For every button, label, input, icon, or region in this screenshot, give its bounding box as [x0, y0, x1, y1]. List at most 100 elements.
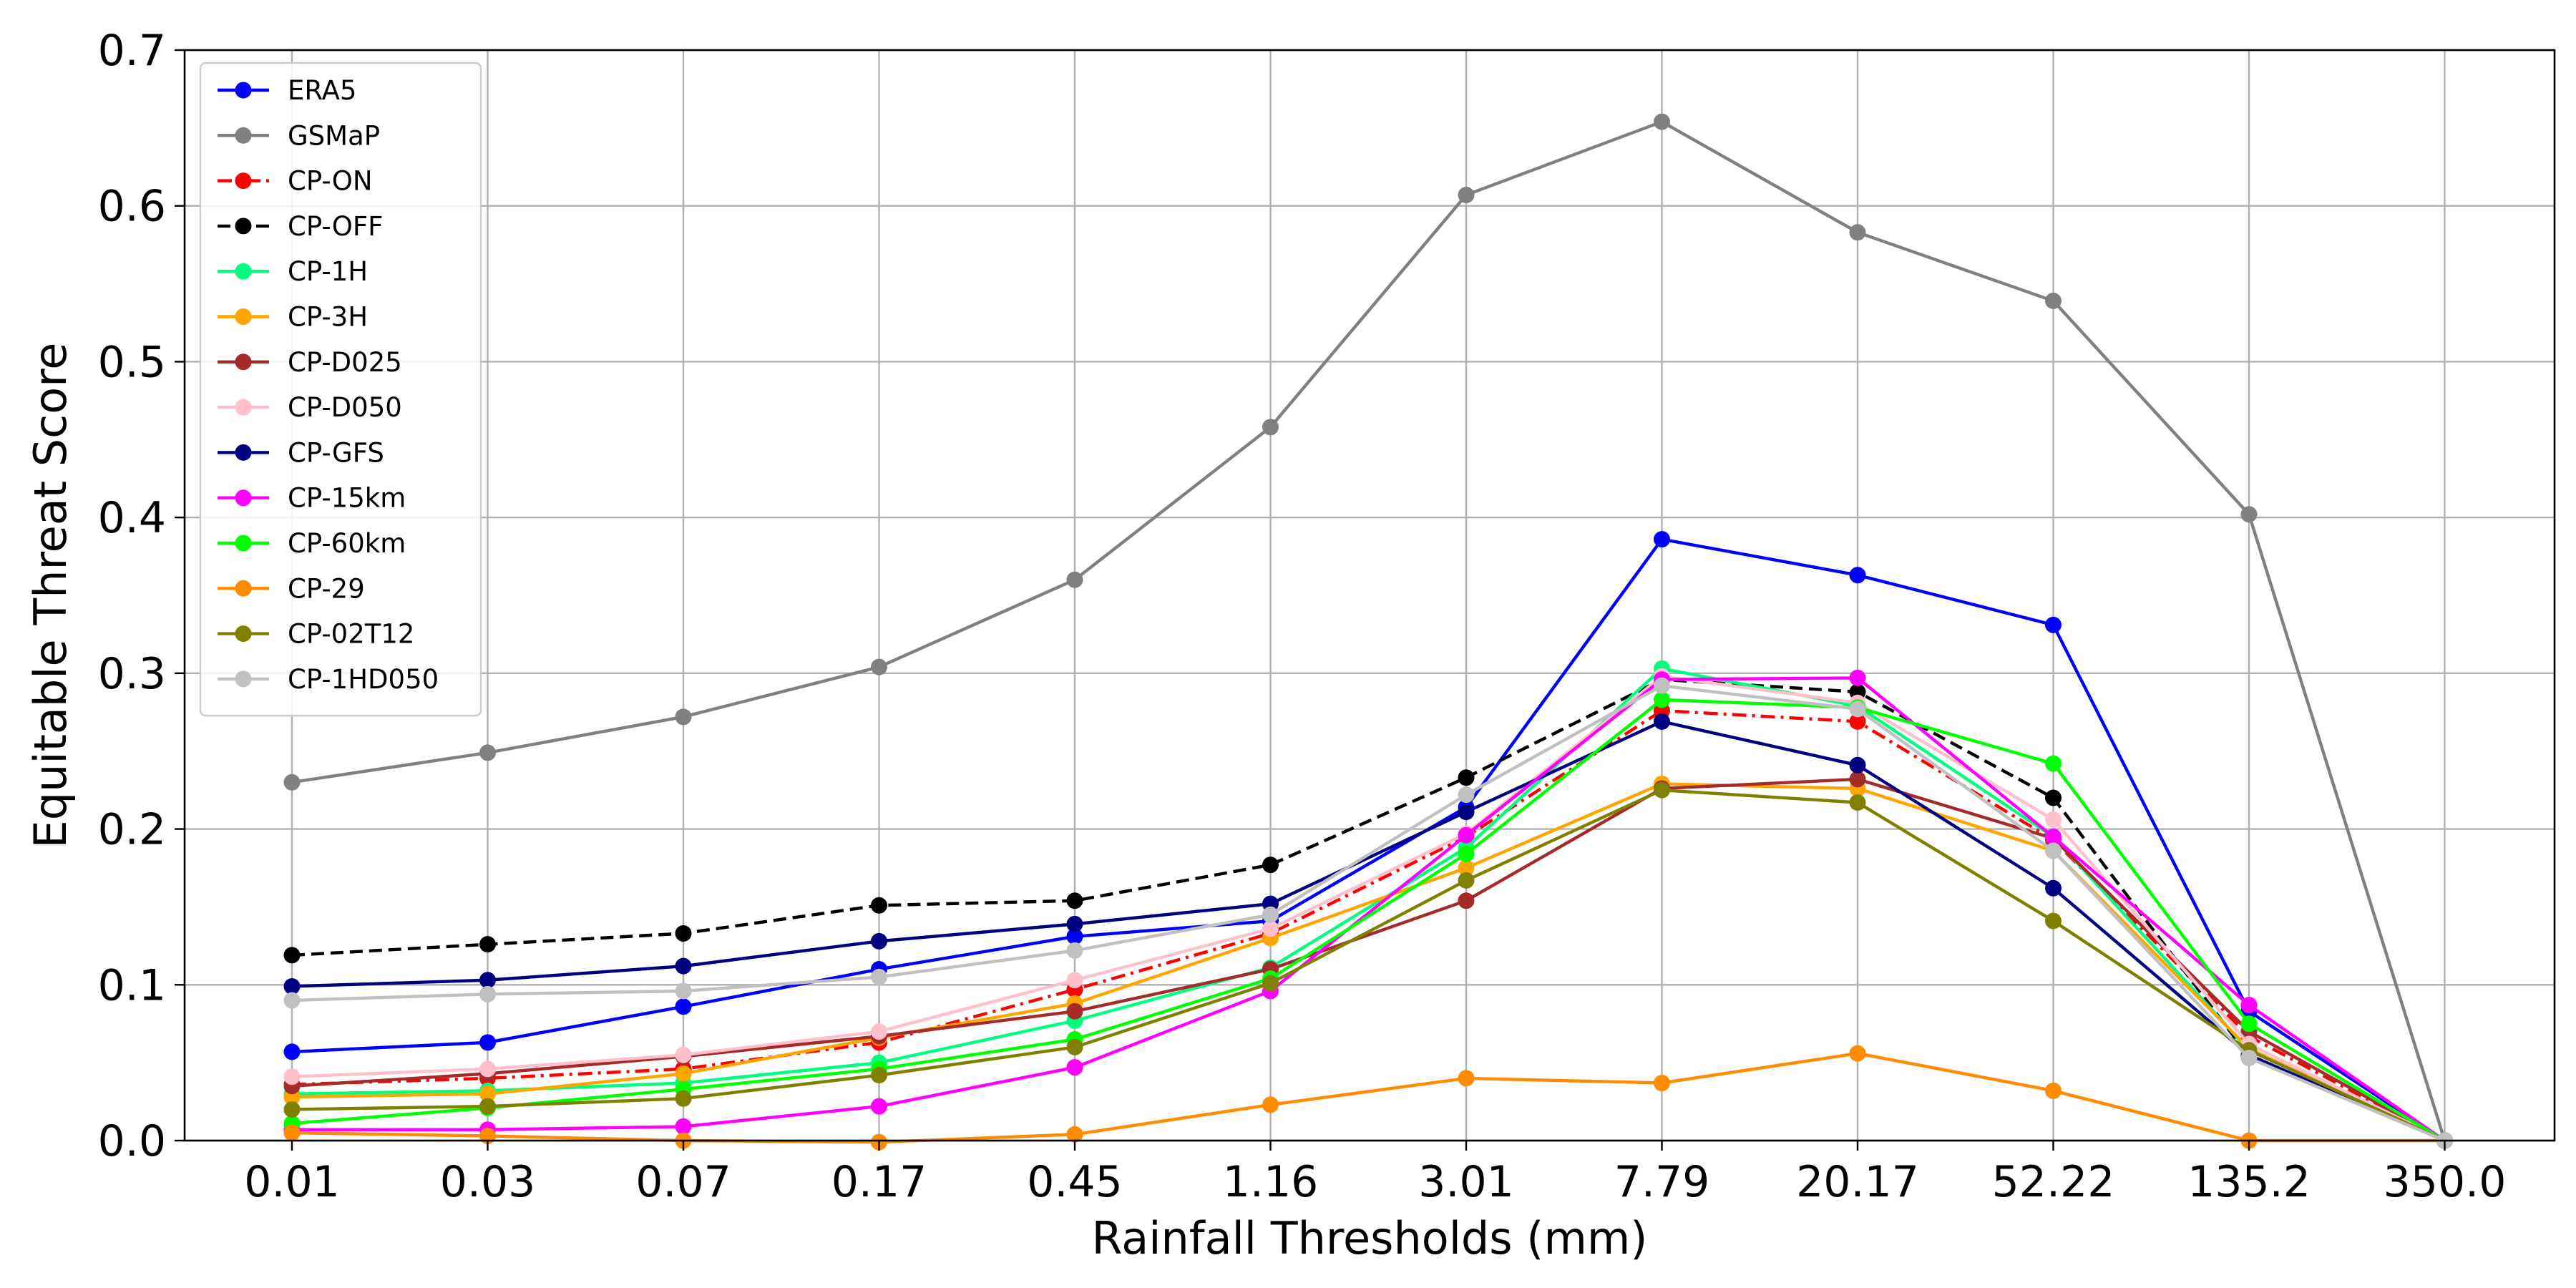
- data-point: [1262, 920, 1279, 937]
- data-point: [1849, 567, 1866, 584]
- data-point: [283, 1124, 301, 1141]
- x-tick-label: 0.45: [1027, 1157, 1123, 1207]
- data-point: [2045, 828, 2062, 845]
- legend-entry: CP-OFF: [218, 211, 383, 242]
- data-point: [1654, 691, 1670, 708]
- data-point: [1262, 419, 1279, 436]
- legend-entry: CP-D025: [218, 347, 402, 378]
- x-tick-label: 3.01: [1418, 1157, 1514, 1207]
- x-tick-label: 0.17: [831, 1157, 927, 1207]
- data-point: [675, 1065, 692, 1082]
- y-tick-label: 0.2: [98, 805, 166, 855]
- x-tick-label: 0.01: [244, 1157, 340, 1207]
- data-point: [1654, 781, 1670, 799]
- data-point: [675, 1090, 692, 1107]
- data-point: [1458, 872, 1475, 889]
- legend-entry: GSMaP: [218, 120, 380, 151]
- data-point: [675, 708, 692, 726]
- data-point: [2045, 811, 2062, 829]
- y-tick-label: 0.4: [98, 493, 166, 543]
- series-line: [292, 676, 2446, 1142]
- y-tick-label: 0.3: [98, 649, 166, 699]
- legend-entry: CP-1HD050: [218, 664, 439, 695]
- legend-marker: [235, 263, 252, 280]
- data-point: [1066, 1059, 1083, 1076]
- data-point: [675, 924, 692, 942]
- x-axis-label: Rainfall Thresholds (mm): [1092, 1212, 1648, 1264]
- series-cp-02t12: [283, 781, 2453, 1149]
- data-point: [1066, 892, 1083, 909]
- data-point: [1458, 845, 1475, 862]
- y-tick-label: 0.0: [98, 1116, 166, 1166]
- legend-frame: [199, 62, 482, 717]
- data-point: [871, 932, 887, 950]
- x-tick-label: 135.2: [2187, 1157, 2311, 1207]
- x-tick-label: 20.17: [1796, 1157, 1919, 1207]
- data-point: [871, 658, 887, 675]
- data-point: [1458, 804, 1475, 821]
- legend-label: CP-60km: [288, 528, 406, 559]
- x-tick-label: 350.0: [2384, 1157, 2507, 1207]
- legend-marker: [235, 580, 252, 597]
- data-point: [2240, 997, 2258, 1014]
- y-tick-label: 0.6: [98, 182, 166, 232]
- data-point: [2045, 789, 2062, 806]
- x-tick-label: 0.07: [635, 1157, 731, 1207]
- data-point: [1849, 1045, 1866, 1062]
- data-point: [2240, 1050, 2258, 1067]
- legend-label: CP-D025: [288, 347, 402, 378]
- legend-marker: [235, 127, 252, 144]
- legend-label: CP-D050: [288, 392, 402, 423]
- series-line: [291, 678, 2446, 1143]
- data-point: [1654, 113, 1670, 130]
- data-point: [1262, 975, 1279, 992]
- legend-label: CP-1HD050: [288, 664, 439, 695]
- series-layer: [283, 113, 2453, 1151]
- y-tick-label: 0.5: [98, 337, 166, 387]
- data-point: [479, 1085, 496, 1103]
- legend-label: CP-ON: [288, 166, 373, 197]
- series-line: [291, 537, 2446, 1142]
- legend-marker: [235, 82, 252, 99]
- data-point: [283, 947, 301, 964]
- data-point: [2045, 1082, 2062, 1099]
- data-point: [2240, 1015, 2258, 1033]
- data-point: [2045, 879, 2062, 897]
- y-axis-ticks: 0.0 0.1 0.2 0.3 0.4 0.5 0.6 0.7: [98, 26, 185, 1166]
- series-line: [291, 684, 2446, 1143]
- series-cp-1hd050: [283, 677, 2453, 1149]
- data-point: [871, 968, 887, 985]
- legend-entry: CP-60km: [218, 528, 406, 559]
- data-point: [1066, 571, 1083, 588]
- data-point: [1849, 794, 1866, 811]
- legend-label: CP-OFF: [288, 211, 383, 242]
- legend-entry: CP-3H: [218, 302, 368, 333]
- legend-label: CP-GFS: [288, 437, 384, 468]
- data-point: [283, 977, 301, 995]
- legend-marker: [235, 353, 252, 371]
- legend-entry: CP-D050: [218, 392, 402, 423]
- data-point: [1849, 771, 1866, 788]
- data-point: [2045, 616, 2062, 633]
- data-point: [871, 1023, 887, 1040]
- data-point: [1458, 1070, 1475, 1087]
- legend-marker: [235, 489, 252, 507]
- y-tick-label: 0.7: [98, 26, 166, 76]
- legend-marker: [235, 308, 252, 325]
- x-tick-label: 0.03: [440, 1157, 536, 1207]
- data-point: [1066, 972, 1083, 989]
- data-point: [1849, 669, 1866, 686]
- data-point: [283, 1043, 301, 1060]
- data-point: [283, 1101, 301, 1118]
- data-point: [1066, 1126, 1083, 1143]
- legend-marker: [235, 535, 252, 552]
- x-tick-label: 7.79: [1614, 1157, 1710, 1207]
- data-point: [479, 972, 496, 989]
- legend-entry: CP-ON: [218, 166, 373, 197]
- x-axis-ticks: 0.01 0.03 0.07 0.17 0.45 1.16 3.01 7.79 20.17 52.…: [244, 1141, 2506, 1207]
- plot-frame: [183, 49, 2556, 1142]
- legend-label: CP-02T12: [288, 619, 414, 650]
- legend-entry: CP-1H: [218, 256, 368, 287]
- data-point: [871, 1098, 887, 1115]
- data-point: [1458, 186, 1475, 203]
